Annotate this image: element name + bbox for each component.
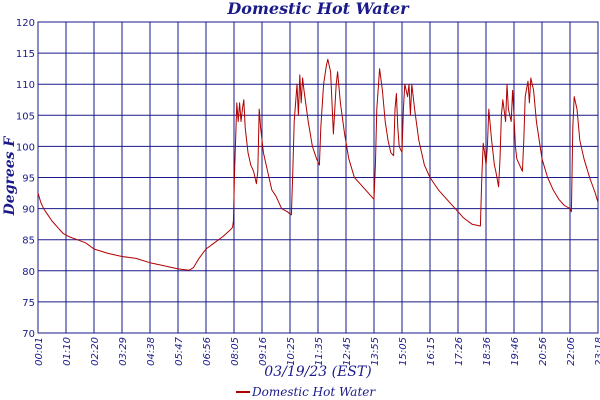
y-tick-label: 100 [16,142,35,153]
y-tick-label: 115 [16,49,35,60]
x-tick-label: 16:15 [426,337,437,366]
series-line-domestic-hot-water [37,58,599,271]
plot-border [37,21,599,334]
x-tick-label: 10:25 [286,337,297,366]
x-tick-label: 04:38 [146,337,157,366]
x-tick-label: 09:16 [258,337,269,366]
x-tick-label: 08:05 [230,337,241,366]
x-tick-label: 12:45 [342,337,353,366]
x-tick-label: 17:26 [454,337,465,366]
legend-label: Domestic Hot Water [251,385,376,399]
x-tick-label: 05:47 [174,336,185,365]
x-axis-ticks: 00:01 01:10 02:20 03:29 04:38 05:47 06:56 08:05… [34,336,600,365]
legend: Domestic Hot Water [236,385,376,399]
x-tick-label: 11:35 [314,337,325,366]
y-tick-label: 70 [22,329,35,340]
y-tick-label: 95 [22,174,35,185]
y-tick-label: 110 [16,80,35,91]
y-tick-label: 120 [16,18,35,29]
x-tick-label: 20:56 [538,337,549,366]
x-tick-label: 06:56 [202,337,213,366]
x-tick-label: 03:29 [118,337,129,366]
x-axis-label: 03/19/23 (EST) [264,364,371,380]
x-tick-label: 19:46 [510,337,521,366]
x-tick-label: 02:20 [90,337,101,366]
x-tick-label: 15:05 [398,337,409,366]
y-tick-label: 85 [22,236,35,247]
chart-title: Domestic Hot Water [226,0,410,18]
x-tick-label: 00:01 [34,337,45,366]
y-tick-label: 105 [16,111,35,122]
x-tick-label: 22:06 [566,337,577,366]
grid [37,21,599,334]
x-tick-label: 18:36 [482,337,493,366]
y-axis-label: Degrees F [2,136,18,217]
y-tick-label: 80 [22,267,35,278]
y-tick-label: 90 [22,205,35,216]
x-tick-label: 23:18 [594,337,600,366]
x-tick-label: 01:10 [62,337,73,366]
y-tick-label: 75 [22,298,35,309]
x-tick-label: 13:55 [370,337,381,366]
y-axis-ticks: 70 75 80 85 90 95 100 105 110 115 120 [16,18,35,340]
